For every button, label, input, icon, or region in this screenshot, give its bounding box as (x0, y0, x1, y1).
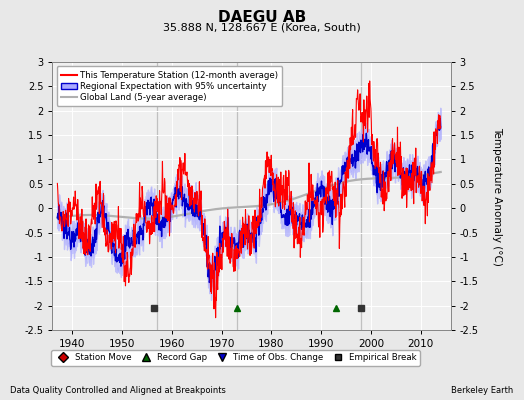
Text: Data Quality Controlled and Aligned at Breakpoints: Data Quality Controlled and Aligned at B… (10, 386, 226, 395)
Text: 35.888 N, 128.667 E (Korea, South): 35.888 N, 128.667 E (Korea, South) (163, 22, 361, 32)
Y-axis label: Temperature Anomaly (°C): Temperature Anomaly (°C) (493, 126, 503, 266)
Legend: Station Move, Record Gap, Time of Obs. Change, Empirical Break: Station Move, Record Gap, Time of Obs. C… (51, 350, 420, 366)
Text: Berkeley Earth: Berkeley Earth (451, 386, 514, 395)
Legend: This Temperature Station (12-month average), Regional Expectation with 95% uncer: This Temperature Station (12-month avera… (57, 66, 282, 106)
Text: DAEGU AB: DAEGU AB (218, 10, 306, 25)
